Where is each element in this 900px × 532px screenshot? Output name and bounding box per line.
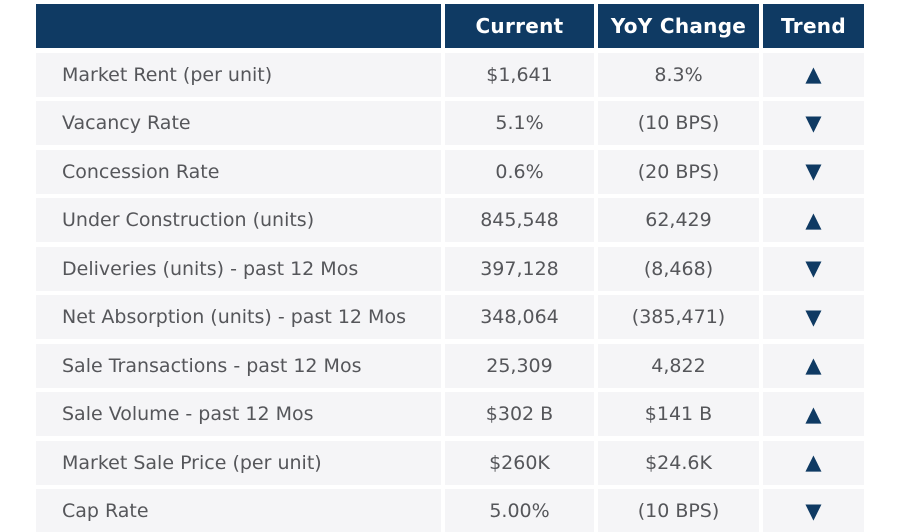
trend-cell: ▲ (763, 440, 864, 485)
row-label: Sale Volume - past 12 Mos (36, 392, 441, 436)
market-stats-table: Current YoY Change Trend Market Rent (pe… (36, 4, 864, 532)
current-value: 5.1% (445, 101, 594, 145)
trend-down-icon: ▼ (805, 304, 822, 329)
yoy-value: (20 BPS) (598, 149, 759, 194)
trend-cell: ▲ (763, 392, 864, 436)
yoy-value: (10 BPS) (598, 489, 759, 532)
row-label: Market Rent (per unit) (36, 52, 441, 97)
row-label: Concession Rate (36, 149, 441, 194)
row-label: Vacancy Rate (36, 101, 441, 145)
row-label: Deliveries (units) - past 12 Mos (36, 246, 441, 291)
row-label: Sale Transactions - past 12 Mos (36, 343, 441, 388)
current-value: $302 B (445, 392, 594, 436)
trend-down-icon: ▼ (805, 110, 822, 135)
yoy-value: 4,822 (598, 343, 759, 388)
current-value: 397,128 (445, 246, 594, 291)
row-label: Market Sale Price (per unit) (36, 440, 441, 485)
trend-down-icon: ▼ (805, 159, 822, 183)
header-current: Current (445, 4, 594, 48)
trend-up-icon: ▲ (805, 450, 822, 474)
yoy-value: $24.6K (598, 440, 759, 485)
header-trend: Trend (763, 4, 864, 48)
current-value: $1,641 (445, 52, 594, 97)
yoy-value: (10 BPS) (598, 101, 759, 145)
yoy-value: (385,471) (598, 295, 759, 339)
trend-cell: ▲ (763, 52, 864, 97)
trend-down-icon: ▼ (805, 256, 822, 280)
header-spacer-cell (36, 4, 441, 48)
row-label: Under Construction (units) (36, 198, 441, 242)
current-value: 348,064 (445, 295, 594, 339)
trend-cell: ▼ (763, 246, 864, 291)
trend-cell: ▼ (763, 295, 864, 339)
trend-up-icon: ▲ (805, 401, 822, 426)
current-value: 5.00% (445, 489, 594, 532)
trend-cell: ▼ (763, 149, 864, 194)
trend-up-icon: ▲ (805, 207, 822, 232)
current-value: 845,548 (445, 198, 594, 242)
current-value: 0.6% (445, 149, 594, 194)
trend-cell: ▲ (763, 198, 864, 242)
current-value: 25,309 (445, 343, 594, 388)
row-label: Net Absorption (units) - past 12 Mos (36, 295, 441, 339)
current-value: $260K (445, 440, 594, 485)
trend-up-icon: ▲ (805, 353, 822, 377)
trend-cell: ▼ (763, 101, 864, 145)
yoy-value: (8,468) (598, 246, 759, 291)
yoy-value: 8.3% (598, 52, 759, 97)
row-label: Cap Rate (36, 489, 441, 532)
trend-up-icon: ▲ (805, 62, 822, 86)
header-yoy-change: YoY Change (598, 4, 759, 48)
yoy-value: 62,429 (598, 198, 759, 242)
yoy-value: $141 B (598, 392, 759, 436)
trend-cell: ▲ (763, 343, 864, 388)
trend-down-icon: ▼ (805, 498, 822, 523)
trend-cell: ▼ (763, 489, 864, 532)
